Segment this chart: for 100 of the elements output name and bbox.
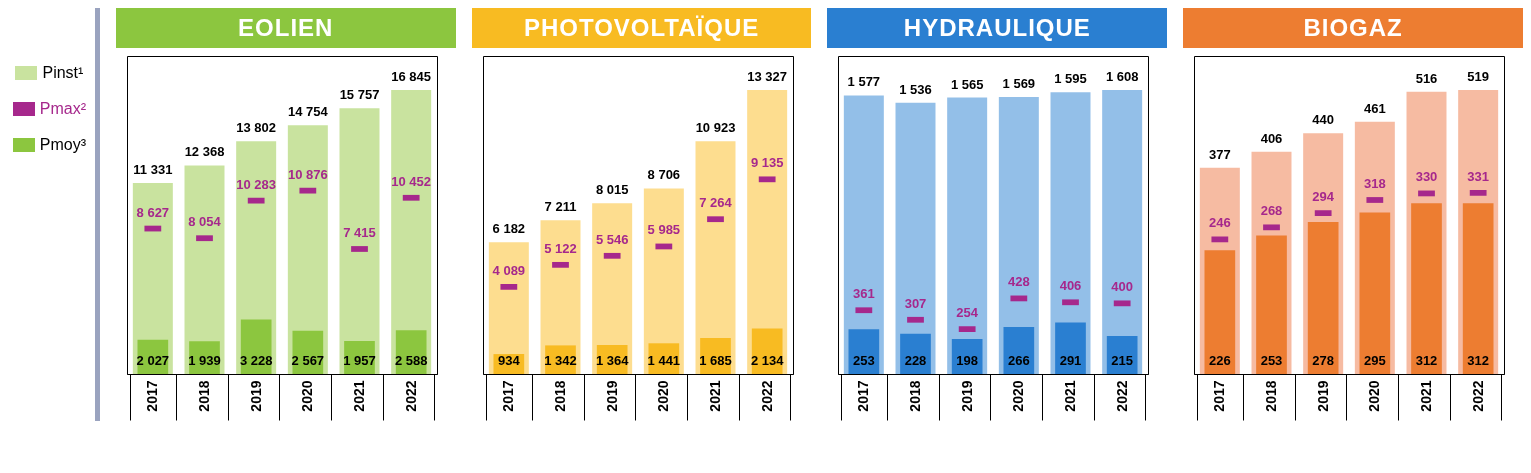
data-label: 330: [1415, 169, 1438, 185]
data-label: 934: [497, 353, 521, 368]
x-tick-label: 2017: [144, 380, 161, 412]
data-label: 428: [1008, 274, 1031, 290]
x-tick-label: 2018: [551, 380, 568, 412]
data-label: 1 939: [188, 353, 221, 368]
chart-title: BIOGAZ: [1183, 8, 1524, 48]
data-label: 312: [1415, 353, 1438, 368]
data-label: 7 264: [698, 195, 733, 211]
bar: [1256, 235, 1288, 374]
data-label: 1 536: [899, 81, 933, 97]
data-label: 291: [1060, 353, 1082, 368]
x-tick-label: 2019: [247, 380, 264, 412]
data-label: 7 415: [343, 224, 376, 240]
x-tick-label: 2020: [299, 380, 316, 412]
bar: [1359, 212, 1391, 374]
data-label: 1 595: [1054, 71, 1088, 87]
data-label: 361: [853, 286, 876, 302]
data-label: 1 577: [848, 74, 881, 90]
x-tick-label: 2017: [855, 380, 872, 412]
x-tick-label: 2022: [402, 380, 419, 412]
data-label: 13 802: [236, 120, 276, 136]
legend-label: Pmoy³: [39, 136, 87, 154]
data-label: 10 283: [236, 176, 276, 192]
data-label: 10 452: [391, 173, 431, 189]
data-label: 312: [1467, 353, 1490, 368]
data-label: 215: [1111, 353, 1134, 368]
data-label: 16 845: [391, 69, 431, 84]
data-label: 1 957: [343, 353, 376, 368]
data-label: 5 546: [595, 231, 629, 247]
bar: [1102, 90, 1143, 374]
data-label: 331: [1467, 168, 1490, 184]
x-tick-label: 2020: [1010, 380, 1027, 412]
data-label: 253: [853, 353, 876, 368]
bar: [1308, 221, 1339, 374]
data-label: 9 135: [750, 155, 784, 171]
x-tick-label: 2019: [603, 380, 620, 412]
data-label: 440: [1312, 112, 1335, 128]
legend-label: Pinst¹: [42, 64, 84, 82]
data-label: 2 588: [394, 353, 428, 368]
data-label: 228: [905, 353, 927, 368]
bar: [1204, 250, 1236, 374]
data-label: 15 757: [339, 87, 380, 103]
x-tick-label: 2017: [1211, 380, 1228, 412]
data-label: 4 089: [492, 262, 525, 278]
data-label: 5 122: [543, 240, 577, 256]
bar: [1003, 327, 1035, 374]
data-label: 1 342: [543, 353, 577, 368]
data-label: 6 182: [492, 221, 525, 237]
data-label: 1 569: [1003, 75, 1036, 91]
data-label: 268: [1260, 203, 1283, 219]
data-label: 278: [1312, 353, 1335, 368]
chart-title: HYDRAULIQUE: [827, 8, 1168, 48]
data-label: 318: [1364, 175, 1386, 191]
data-label: 406: [1260, 130, 1283, 146]
data-label: 11 331: [133, 161, 173, 177]
x-tick-label: 2022: [758, 380, 775, 412]
x-tick-label: 2021: [1418, 380, 1435, 412]
chart-title: EOLIEN: [115, 8, 456, 48]
bar: [1411, 203, 1443, 374]
data-label: 406: [1060, 278, 1082, 294]
bar: [1055, 322, 1087, 374]
bar: [1463, 203, 1494, 374]
data-label: 7 211: [544, 199, 577, 215]
x-tick-label: 2021: [1062, 380, 1079, 412]
data-label: 1 441: [647, 353, 680, 368]
x-tick-label: 2022: [1114, 380, 1131, 412]
data-label: 295: [1364, 353, 1386, 368]
data-label: 14 754: [287, 104, 329, 120]
data-label: 10 923: [695, 120, 736, 136]
x-tick-label: 2018: [1263, 380, 1280, 412]
x-tick-label: 2021: [706, 380, 723, 412]
x-tick-label: 2020: [655, 380, 672, 412]
data-label: 1 685: [698, 353, 732, 368]
data-label: 519: [1467, 69, 1490, 84]
data-label: 3 228: [239, 353, 273, 368]
legend-label: Pmax²: [39, 100, 87, 118]
data-label: 10 876: [287, 166, 328, 182]
x-tick-label: 2017: [500, 380, 517, 412]
data-label: 8 054: [188, 214, 222, 230]
data-label: 8 015: [595, 182, 629, 198]
x-tick-label: 2020: [1366, 380, 1383, 412]
data-label: 2 134: [750, 353, 784, 368]
data-label: 254: [956, 305, 980, 321]
data-label: 198: [956, 353, 979, 368]
data-label: 253: [1260, 353, 1283, 368]
data-label: 8 706: [647, 167, 680, 183]
bar: [848, 329, 880, 374]
data-label: 307: [905, 295, 927, 311]
data-label: 377: [1209, 146, 1231, 162]
data-label: 1 608: [1106, 69, 1139, 84]
data-label: 461: [1364, 100, 1386, 116]
data-label: 266: [1008, 353, 1031, 368]
x-tick-label: 2022: [1469, 380, 1486, 412]
data-label: 12 368: [184, 144, 225, 160]
x-tick-label: 2019: [1314, 380, 1331, 412]
x-tick-label: 2018: [907, 380, 924, 412]
data-label: 13 327: [746, 69, 787, 84]
x-tick-label: 2019: [959, 380, 976, 412]
data-label: 8 627: [136, 204, 169, 220]
